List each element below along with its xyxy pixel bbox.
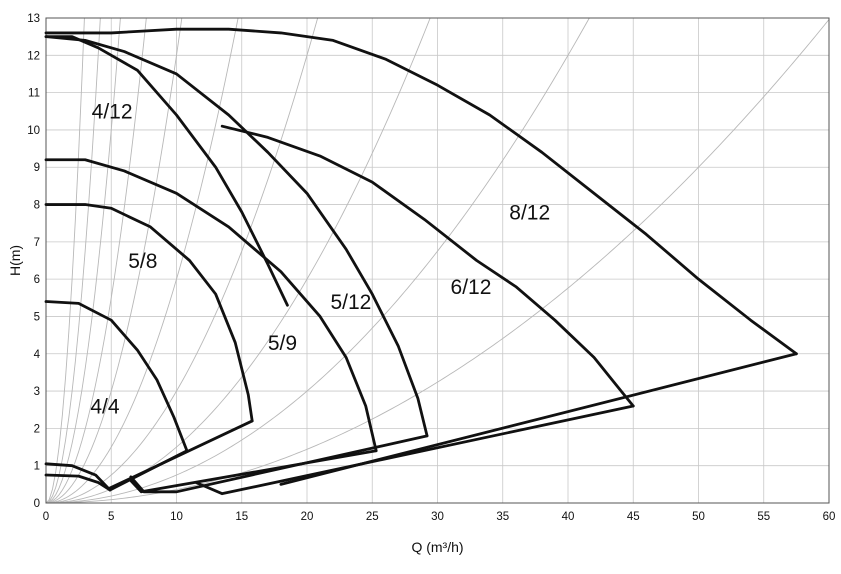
curve-label: 4/12 bbox=[92, 101, 133, 124]
boundary-line bbox=[44, 462, 112, 492]
y-axis-label: H(m) bbox=[7, 245, 23, 276]
curve-6-12 bbox=[220, 124, 635, 408]
y-tick-label: 5 bbox=[34, 311, 40, 323]
curve-label: 5/9 bbox=[268, 332, 297, 355]
curve-4-4 bbox=[44, 300, 189, 453]
system-curve bbox=[45, 17, 147, 504]
y-tick-label: 4 bbox=[34, 349, 41, 361]
system-curve bbox=[45, 17, 85, 504]
system-curve bbox=[45, 17, 101, 504]
performance-curves bbox=[44, 27, 798, 453]
system-curve bbox=[45, 17, 121, 504]
y-tick-label: 9 bbox=[34, 162, 40, 174]
system-curve bbox=[45, 19, 830, 504]
boundary-line bbox=[129, 449, 378, 494]
curve-label: 5/8 bbox=[128, 250, 157, 273]
x-tick-label: 5 bbox=[108, 511, 114, 523]
boundary-line bbox=[129, 434, 429, 494]
x-tick-label: 55 bbox=[757, 511, 770, 523]
y-tick-label: 6 bbox=[34, 274, 40, 286]
grid bbox=[45, 17, 830, 504]
y-tick-label: 2 bbox=[34, 423, 40, 435]
system-curve bbox=[45, 17, 183, 504]
x-tick-labels: 0 5 10 15 20 25 30 35 40 45 50 55 60 bbox=[43, 511, 836, 523]
boundary-line bbox=[108, 449, 189, 492]
y-tick-label: 1 bbox=[34, 461, 40, 473]
x-tick-label: 30 bbox=[431, 511, 444, 523]
boundary-lines bbox=[44, 352, 798, 496]
y-tick-label: 13 bbox=[27, 13, 40, 25]
y-tick-label: 12 bbox=[27, 50, 40, 62]
curve-8-12 bbox=[44, 27, 798, 356]
y-tick-label: 7 bbox=[34, 237, 40, 249]
curve-label: 8/12 bbox=[509, 201, 550, 224]
x-tick-label: 60 bbox=[823, 511, 836, 523]
y-tick-label: 0 bbox=[34, 498, 40, 510]
x-tick-label: 0 bbox=[43, 511, 49, 523]
x-tick-label: 35 bbox=[496, 511, 509, 523]
y-tick-label: 3 bbox=[34, 386, 40, 398]
x-axis-label: Q (m³/h) bbox=[411, 539, 463, 555]
curve-5-12 bbox=[44, 35, 429, 438]
curve-5-8 bbox=[44, 203, 254, 423]
system-curves bbox=[45, 17, 830, 504]
x-tick-label: 20 bbox=[301, 511, 314, 523]
y-tick-label: 10 bbox=[27, 125, 40, 137]
x-tick-label: 25 bbox=[366, 511, 379, 523]
boundary-line bbox=[44, 473, 112, 492]
x-tick-label: 40 bbox=[562, 511, 575, 523]
curve-labels: 4/4 5/8 5/9 4/12 5/12 6/12 8/12 bbox=[90, 101, 550, 419]
y-tick-label: 11 bbox=[28, 88, 40, 100]
plot-frame bbox=[45, 17, 830, 504]
x-tick-label: 10 bbox=[170, 511, 183, 523]
curve-label: 6/12 bbox=[451, 276, 492, 299]
y-tick-label: 8 bbox=[34, 200, 40, 212]
x-tick-label: 45 bbox=[627, 511, 640, 523]
x-tick-label: 15 bbox=[235, 511, 248, 523]
curve-label: 4/4 bbox=[90, 395, 120, 418]
curve-5-9 bbox=[44, 158, 378, 453]
x-tick-label: 50 bbox=[692, 511, 705, 523]
curve-label: 5/12 bbox=[330, 291, 371, 314]
system-curve bbox=[45, 17, 239, 504]
system-curve bbox=[45, 17, 590, 504]
